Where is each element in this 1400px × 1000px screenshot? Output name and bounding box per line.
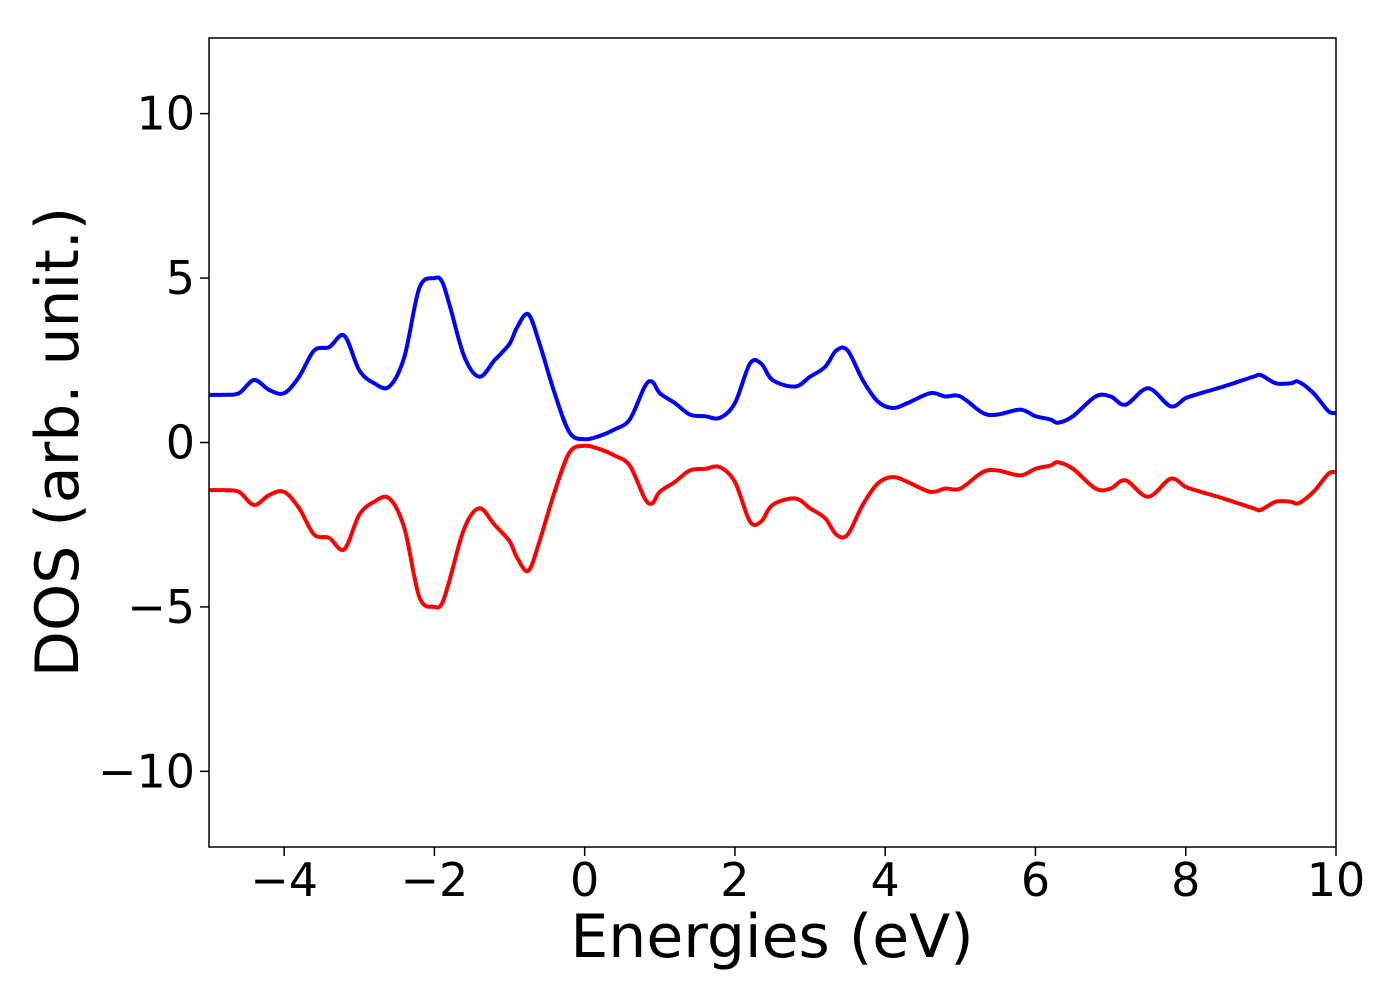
series-line-1	[209, 275, 1336, 442]
y-axis-ticks: 10 5 0 −5 −10	[98, 87, 209, 798]
x-tick-label: 6	[1021, 853, 1050, 907]
series-layer	[209, 275, 1336, 610]
plot-frame	[208, 37, 1337, 848]
series-line-2	[209, 443, 1336, 610]
x-tick-label: 8	[1171, 853, 1200, 907]
y-tick-label: 5	[166, 251, 195, 305]
x-tick-label: −2	[400, 853, 468, 907]
y-tick-label: −10	[98, 744, 195, 798]
x-axis-ticks: −4 −2 0 2 4 6 8 10	[250, 847, 1365, 907]
y-axis-label: DOS (arb. unit.)	[23, 207, 93, 677]
x-tick-label: 4	[871, 853, 900, 907]
y-tick-label: −5	[127, 580, 195, 634]
y-tick-label: 10	[136, 87, 195, 141]
y-tick-label: 0	[166, 416, 195, 470]
x-tick-label: −4	[250, 853, 318, 907]
x-tick-label: 0	[570, 853, 599, 907]
x-tick-label: 2	[720, 853, 749, 907]
x-tick-label: 10	[1307, 853, 1366, 907]
x-axis-label: Energies (eV)	[570, 902, 973, 972]
